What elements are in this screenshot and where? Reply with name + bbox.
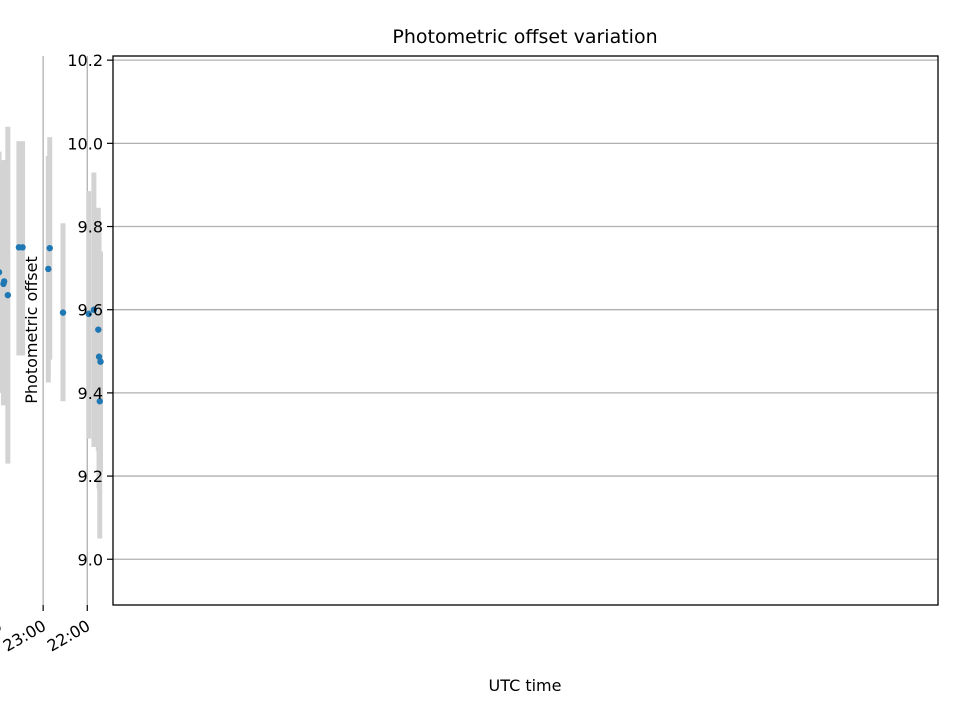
data-point <box>0 280 7 288</box>
data-point <box>96 398 103 405</box>
y-tick-label: 9.4 <box>78 384 103 403</box>
data-point <box>97 358 104 365</box>
x-axis-label: UTC time <box>489 676 562 695</box>
data-points <box>0 244 104 405</box>
y-tick-label: 9.8 <box>78 218 103 237</box>
y-tick-label: 9.2 <box>78 467 103 486</box>
data-point <box>85 310 92 318</box>
data-point <box>0 269 3 276</box>
y-tick-label: 10.2 <box>67 51 103 70</box>
data-point <box>4 291 12 299</box>
grid-lines <box>42 56 938 605</box>
y-tick-label: 10.0 <box>67 134 103 153</box>
chart-title: Photometric offset variation <box>392 26 657 48</box>
y-axis-label: Photometric offset <box>22 256 41 404</box>
y-axis-ticks: 9.0 9.2 9.4 9.6 9.8 10.0 10.2 <box>67 51 113 569</box>
data-point <box>46 244 53 252</box>
y-tick-label: 9.6 <box>78 301 103 320</box>
data-point <box>15 244 23 251</box>
y-tick-label: 9.0 <box>78 550 103 569</box>
data-point <box>45 265 52 273</box>
plot-frame <box>112 55 939 606</box>
data-point <box>90 306 98 313</box>
data-point <box>95 326 102 333</box>
data-point <box>95 353 103 360</box>
data-point <box>59 309 67 316</box>
